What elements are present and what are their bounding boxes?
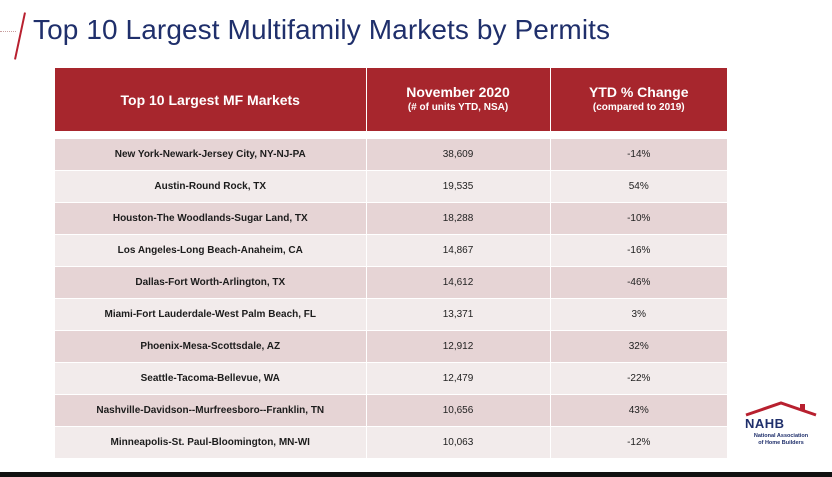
change-value: 54% [550, 170, 727, 203]
market-name: Miami-Fort Lauderdale-West Palm Beach, F… [55, 298, 367, 331]
table-row: New York-Newark-Jersey City, NY-NJ-PA 38… [55, 139, 727, 171]
header-units: November 2020 (# of units YTD, NSA) [366, 68, 551, 131]
table-row: Los Angeles-Long Beach-Anaheim, CA 14,86… [55, 234, 727, 267]
table-row: Seattle-Tacoma-Bellevue, WA 12,479 -22% [55, 362, 727, 395]
house-roof-icon [745, 401, 817, 417]
logo-subtitle: National Association of Home Builders [741, 433, 821, 446]
change-value: -10% [550, 202, 727, 235]
bottom-bar [0, 472, 832, 477]
change-value: -16% [550, 234, 727, 267]
units-value: 10,656 [366, 394, 551, 427]
market-name: Los Angeles-Long Beach-Anaheim, CA [55, 234, 367, 267]
table-row: Phoenix-Mesa-Scottsdale, AZ 12,912 32% [55, 330, 727, 363]
table-header-row: Top 10 Largest MF Markets November 2020 … [55, 68, 727, 131]
market-name: New York-Newark-Jersey City, NY-NJ-PA [55, 139, 367, 171]
header-markets-label: Top 10 Largest MF Markets [120, 91, 300, 108]
market-name: Houston-The Woodlands-Sugar Land, TX [55, 202, 367, 235]
header-change-sublabel: (compared to 2019) [592, 102, 685, 113]
market-name: Nashville-Davidson--Murfreesboro--Frankl… [55, 394, 367, 427]
table-row: Houston-The Woodlands-Sugar Land, TX 18,… [55, 202, 727, 235]
market-name: Phoenix-Mesa-Scottsdale, AZ [55, 330, 367, 363]
units-value: 14,867 [366, 234, 551, 267]
table-row: Austin-Round Rock, TX 19,535 54% [55, 170, 727, 203]
units-value: 14,612 [366, 266, 551, 299]
header-change-label: YTD % Change [588, 84, 689, 100]
market-name: Seattle-Tacoma-Bellevue, WA [55, 362, 367, 395]
decorative-dotted-line [0, 31, 16, 32]
decorative-accent-slash [14, 12, 26, 60]
logo-wordmark: NAHB [745, 416, 785, 431]
market-name: Austin-Round Rock, TX [55, 170, 367, 203]
change-value: -14% [550, 139, 727, 171]
units-value: 38,609 [366, 139, 551, 171]
nahb-logo: NAHB National Association of Home Builde… [741, 401, 821, 453]
header-markets: Top 10 Largest MF Markets [55, 68, 367, 131]
slide-title: Top 10 Largest Multifamily Markets by Pe… [33, 14, 611, 45]
header-units-sublabel: (# of units YTD, NSA) [407, 102, 509, 113]
markets-table: Top 10 Largest MF Markets November 2020 … [55, 68, 727, 459]
table-row: Miami-Fort Lauderdale-West Palm Beach, F… [55, 298, 727, 331]
market-name: Dallas-Fort Worth-Arlington, TX [55, 266, 367, 299]
logo-subtitle-line2: of Home Builders [758, 439, 804, 446]
units-value: 12,912 [366, 330, 551, 363]
units-value: 10,063 [366, 426, 551, 459]
change-value: 32% [550, 330, 727, 363]
change-value: -46% [550, 266, 727, 299]
change-value: 3% [550, 298, 727, 331]
table-row: Dallas-Fort Worth-Arlington, TX 14,612 -… [55, 266, 727, 299]
table-row: Nashville-Davidson--Murfreesboro--Frankl… [55, 394, 727, 427]
table-row: Minneapolis-St. Paul-Bloomington, MN-WI … [55, 426, 727, 459]
logo-subtitle-line1: National Association [753, 433, 809, 439]
change-value: 43% [550, 394, 727, 427]
change-value: -22% [550, 362, 727, 395]
header-units-label: November 2020 [406, 84, 510, 100]
units-value: 12,479 [366, 362, 551, 395]
header-change: YTD % Change (compared to 2019) [550, 68, 727, 131]
units-value: 19,535 [366, 170, 551, 203]
units-value: 18,288 [366, 202, 551, 235]
change-value: -12% [550, 426, 727, 459]
market-name: Minneapolis-St. Paul-Bloomington, MN-WI [55, 426, 367, 459]
units-value: 13,371 [366, 298, 551, 331]
table-spacer [55, 131, 727, 139]
